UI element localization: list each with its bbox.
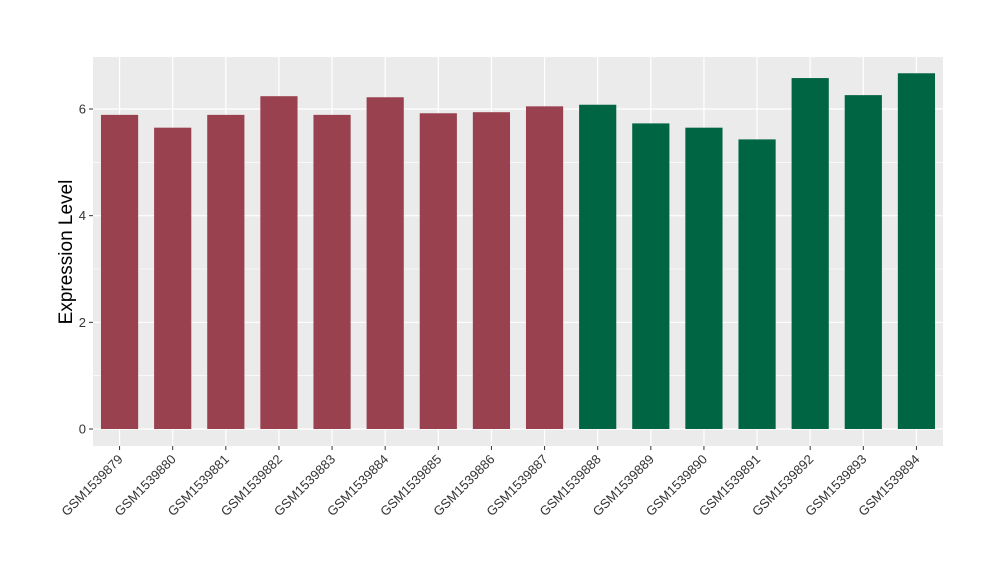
bar-GSM1539880 (154, 127, 192, 430)
y-tick-label: 0 (79, 422, 86, 437)
bar-GSM1539888 (579, 104, 617, 429)
bar-GSM1539879 (100, 114, 139, 429)
y-axis-label: Expression Level (56, 180, 77, 325)
x-axis: GSM1539879GSM1539880GSM1539881GSM1539882… (58, 446, 923, 519)
bar-GSM1539891 (738, 139, 776, 429)
bars (100, 73, 936, 430)
bar-GSM1539881 (207, 114, 245, 429)
bar-GSM1539882 (260, 96, 298, 429)
bar-GSM1539886 (472, 112, 511, 429)
bar-GSM1539884 (366, 97, 404, 430)
bar-GSM1539890 (685, 127, 723, 430)
bar-GSM1539889 (632, 123, 670, 430)
bar-GSM1539892 (791, 78, 829, 430)
bar-GSM1539893 (844, 95, 882, 429)
bar-GSM1539887 (525, 106, 564, 429)
bar-GSM1539885 (419, 113, 457, 430)
y-tick-label: 4 (79, 208, 86, 223)
y-axis: 0 2 4 6 (79, 102, 93, 437)
y-tick-label: 2 (79, 315, 86, 330)
y-tick-label: 6 (79, 102, 86, 117)
bar-GSM1539883 (313, 114, 351, 429)
bar-GSM1539894 (897, 73, 936, 430)
